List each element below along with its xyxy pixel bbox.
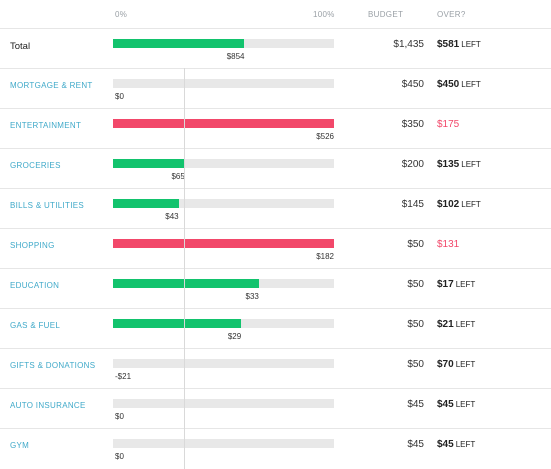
over-status: $102 LEFT	[437, 199, 481, 210]
budget-row[interactable]: AUTO INSURANCE $0 $45 $45 LEFT	[0, 388, 551, 428]
budget-row[interactable]: MORTGAGE & RENT $0 $450 $450 LEFT	[0, 68, 551, 108]
progress-track	[113, 199, 334, 208]
over-amount: $135	[437, 159, 460, 170]
budget-row[interactable]: GIFTS & DONATIONS -$21 $50 $70 LEFT	[0, 348, 551, 388]
budget-amount: $1,435	[393, 39, 424, 50]
progress-track	[113, 159, 334, 168]
over-suffix: LEFT	[455, 320, 476, 329]
progress-track	[113, 319, 334, 328]
over-suffix: LEFT	[461, 40, 481, 49]
over-amount: $102	[437, 199, 460, 210]
over-suffix: LEFT	[455, 280, 476, 289]
progress-track	[113, 399, 334, 408]
budget-row[interactable]: EDUCATION $33 $50 $17 LEFT	[0, 268, 551, 308]
over-status: $70 LEFT	[437, 359, 475, 370]
category-label[interactable]: BILLS & UTILITIES	[10, 201, 85, 210]
over-suffix: LEFT	[461, 80, 481, 89]
over-amount: $17	[437, 279, 454, 290]
budget-amount: $450	[401, 79, 424, 90]
budget-row[interactable]: GROCERIES $65 $200 $135 LEFT	[0, 148, 551, 188]
progress-track	[113, 439, 334, 448]
budget-amount: $50	[407, 279, 424, 290]
progress-fill	[113, 239, 334, 248]
spent-amount: $43	[165, 212, 179, 221]
over-amount: $45	[437, 399, 454, 410]
category-label[interactable]: EDUCATION	[10, 281, 60, 290]
budget-amount: $50	[407, 239, 424, 250]
progress-track	[113, 39, 334, 48]
spent-amount: $29	[227, 332, 242, 341]
budget-amount: $145	[401, 199, 424, 210]
over-suffix: LEFT	[455, 400, 476, 409]
progress-fill	[113, 199, 179, 208]
progress-track	[113, 279, 334, 288]
spent-amount: $0	[115, 452, 124, 461]
over-status: $175	[437, 119, 459, 130]
spent-amount: $65	[171, 172, 185, 181]
over-suffix: LEFT	[455, 440, 476, 449]
progress-track	[113, 79, 334, 88]
total-label: Total	[10, 41, 31, 52]
category-label[interactable]: AUTO INSURANCE	[10, 401, 86, 410]
over-amount: $45	[437, 439, 454, 450]
over-amount: $450	[437, 79, 460, 90]
budget-row[interactable]: GYM $0 $45 $45 LEFT	[0, 428, 551, 468]
over-status: $45 LEFT	[437, 399, 475, 410]
category-label[interactable]: MORTGAGE & RENT	[10, 81, 93, 90]
progress-track	[113, 119, 334, 128]
progress-fill	[113, 279, 259, 288]
header-budget: BUDGET	[368, 10, 404, 19]
budget-amount: $200	[401, 159, 424, 170]
spent-amount: $854	[226, 52, 245, 61]
budget-amount: $45	[407, 439, 424, 450]
table-header: 0% 100% BUDGET OVER?	[0, 0, 551, 28]
reference-line	[184, 68, 185, 469]
over-amount: $581	[437, 39, 460, 50]
over-amount: $175	[437, 119, 460, 130]
progress-fill	[113, 159, 185, 168]
budget-amount: $45	[407, 399, 424, 410]
budget-amount: $50	[407, 319, 424, 330]
budget-row[interactable]: GAS & FUEL $29 $50 $21 LEFT	[0, 308, 551, 348]
category-label[interactable]: GIFTS & DONATIONS	[10, 361, 96, 370]
progress-track	[113, 239, 334, 248]
over-status: $135 LEFT	[437, 159, 481, 170]
budget-amount: $350	[401, 119, 424, 130]
category-label[interactable]: ENTERTAINMENT	[10, 121, 82, 130]
header-100-percent: 100%	[313, 10, 335, 19]
over-status: $45 LEFT	[437, 439, 475, 450]
progress-track	[113, 359, 334, 368]
header-over: OVER?	[437, 10, 466, 19]
over-status: $581 LEFT	[437, 39, 481, 50]
spent-amount: $526	[316, 132, 334, 141]
budget-amount: $50	[407, 359, 424, 370]
progress-fill	[113, 319, 242, 328]
budget-row[interactable]: BILLS & UTILITIES $43 $145 $102 LEFT	[0, 188, 551, 228]
spent-amount: $182	[316, 252, 334, 261]
over-status: $17 LEFT	[437, 279, 475, 290]
category-label[interactable]: GROCERIES	[10, 161, 61, 170]
category-label[interactable]: SHOPPING	[10, 241, 55, 250]
over-status: $21 LEFT	[437, 319, 475, 330]
over-amount: $131	[437, 239, 460, 250]
category-label[interactable]: GYM	[10, 441, 30, 450]
over-suffix: LEFT	[461, 200, 481, 209]
over-status: $131	[437, 239, 459, 250]
spent-amount: $0	[115, 92, 124, 101]
over-status: $450 LEFT	[437, 79, 481, 90]
spent-amount: $33	[245, 292, 259, 301]
total-row[interactable]: Total $854 $1,435 $581 LEFT	[0, 28, 551, 68]
budget-row[interactable]: ENTERTAINMENT $526 $350 $175	[0, 108, 551, 148]
header-0-percent: 0%	[115, 10, 128, 19]
over-suffix: LEFT	[461, 160, 481, 169]
spent-amount: $0	[115, 412, 124, 421]
over-amount: $70	[437, 359, 454, 370]
budget-row[interactable]: SHOPPING $182 $50 $131	[0, 228, 551, 268]
progress-fill	[113, 39, 245, 48]
category-label[interactable]: GAS & FUEL	[10, 321, 61, 330]
spent-amount: -$21	[115, 372, 132, 381]
progress-fill	[113, 119, 334, 128]
over-suffix: LEFT	[455, 360, 476, 369]
over-amount: $21	[437, 319, 454, 330]
